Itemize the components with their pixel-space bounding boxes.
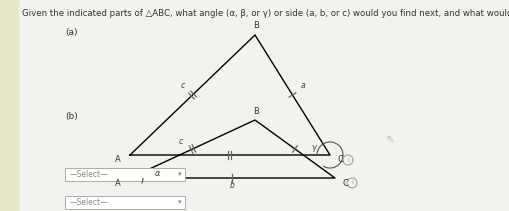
FancyBboxPatch shape (65, 168, 185, 181)
Text: Given the indicated parts of △ABC, what angle (α, β, or γ) or side (a, b, or c) : Given the indicated parts of △ABC, what … (22, 9, 509, 18)
Text: (a): (a) (65, 28, 77, 37)
Bar (0, 0, 18, 211)
Text: b: b (229, 181, 234, 191)
Text: a: a (300, 81, 305, 89)
Text: $\gamma$: $\gamma$ (310, 142, 318, 153)
Text: B: B (252, 107, 259, 116)
Text: —Select—: —Select— (70, 198, 108, 207)
Text: c: c (179, 138, 183, 146)
Text: A: A (115, 179, 121, 188)
Text: ▾: ▾ (177, 199, 181, 206)
Text: ⇖: ⇖ (385, 135, 394, 145)
Text: C: C (336, 156, 342, 165)
Text: (b): (b) (65, 112, 77, 121)
Text: ▾: ▾ (177, 172, 181, 177)
Text: A: A (115, 156, 121, 165)
Text: c: c (181, 81, 185, 89)
Text: i: i (350, 180, 352, 185)
Text: i: i (347, 157, 348, 162)
Text: C: C (342, 179, 347, 188)
Text: B: B (252, 20, 259, 30)
Text: —Select—: —Select— (70, 170, 108, 179)
FancyBboxPatch shape (65, 196, 185, 209)
Text: $\alpha$: $\alpha$ (154, 169, 161, 177)
